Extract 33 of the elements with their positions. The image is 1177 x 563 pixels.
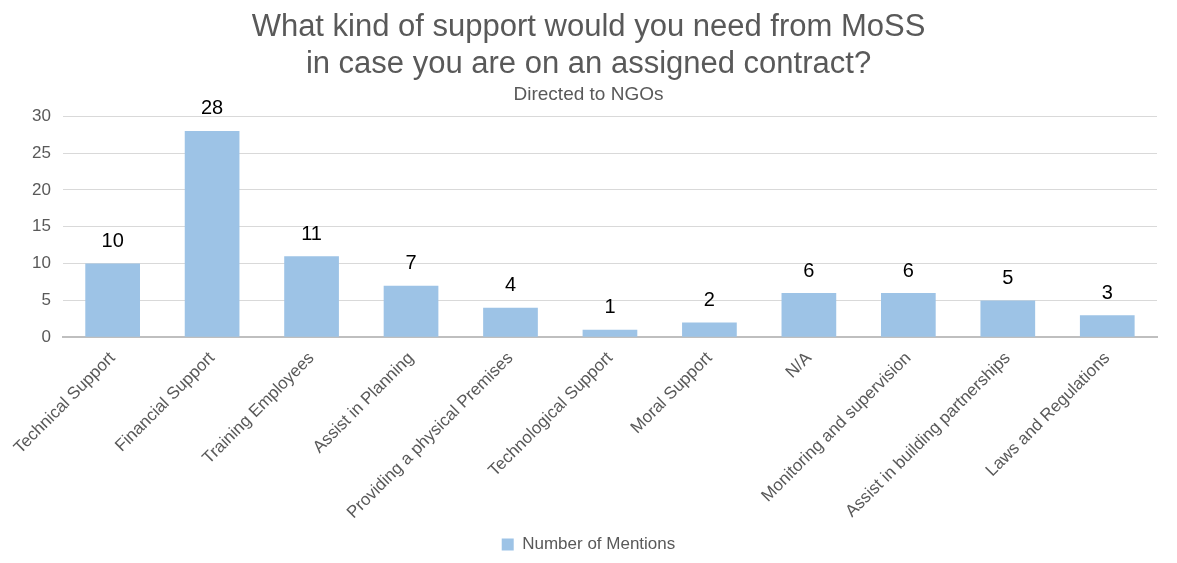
- bar: [980, 300, 1036, 337]
- data-label: 6: [902, 258, 914, 281]
- data-label: 2: [703, 288, 715, 311]
- y-tick-label: 5: [41, 290, 51, 310]
- bar: [483, 307, 538, 337]
- bar: [85, 263, 140, 337]
- data-label: 28: [200, 96, 224, 119]
- x-tick-label: N/A: [781, 347, 816, 382]
- bar: [781, 293, 837, 337]
- y-tick-label: 15: [31, 216, 51, 236]
- data-label: 10: [101, 229, 124, 252]
- bar: [184, 130, 240, 337]
- data-label: 5: [1002, 265, 1014, 288]
- bar: [383, 285, 439, 337]
- data-label: 1: [604, 295, 616, 318]
- y-tick-label: 0: [41, 326, 51, 346]
- bar: [284, 256, 339, 337]
- data-label: 4: [504, 273, 517, 296]
- chart-title: What kind of support would you need from MoSS in case you are on an assigned contract?: [251, 8, 926, 81]
- chart-subtitle: Directed to NGOs: [513, 83, 664, 105]
- bar: [682, 322, 737, 337]
- y-tick-label: 30: [31, 105, 51, 125]
- y-tick-label: 10: [31, 253, 51, 273]
- bar: [880, 293, 936, 337]
- data-label: 3: [1101, 280, 1113, 303]
- legend-label: Number of Mentions: [522, 534, 676, 554]
- y-tick-label: 20: [31, 179, 51, 199]
- data-label: 7: [405, 251, 417, 274]
- data-label: 11: [301, 221, 322, 244]
- y-tick-label: 25: [31, 142, 51, 162]
- bar: [582, 329, 638, 337]
- data-label: 6: [803, 258, 815, 281]
- bar: [1079, 315, 1135, 337]
